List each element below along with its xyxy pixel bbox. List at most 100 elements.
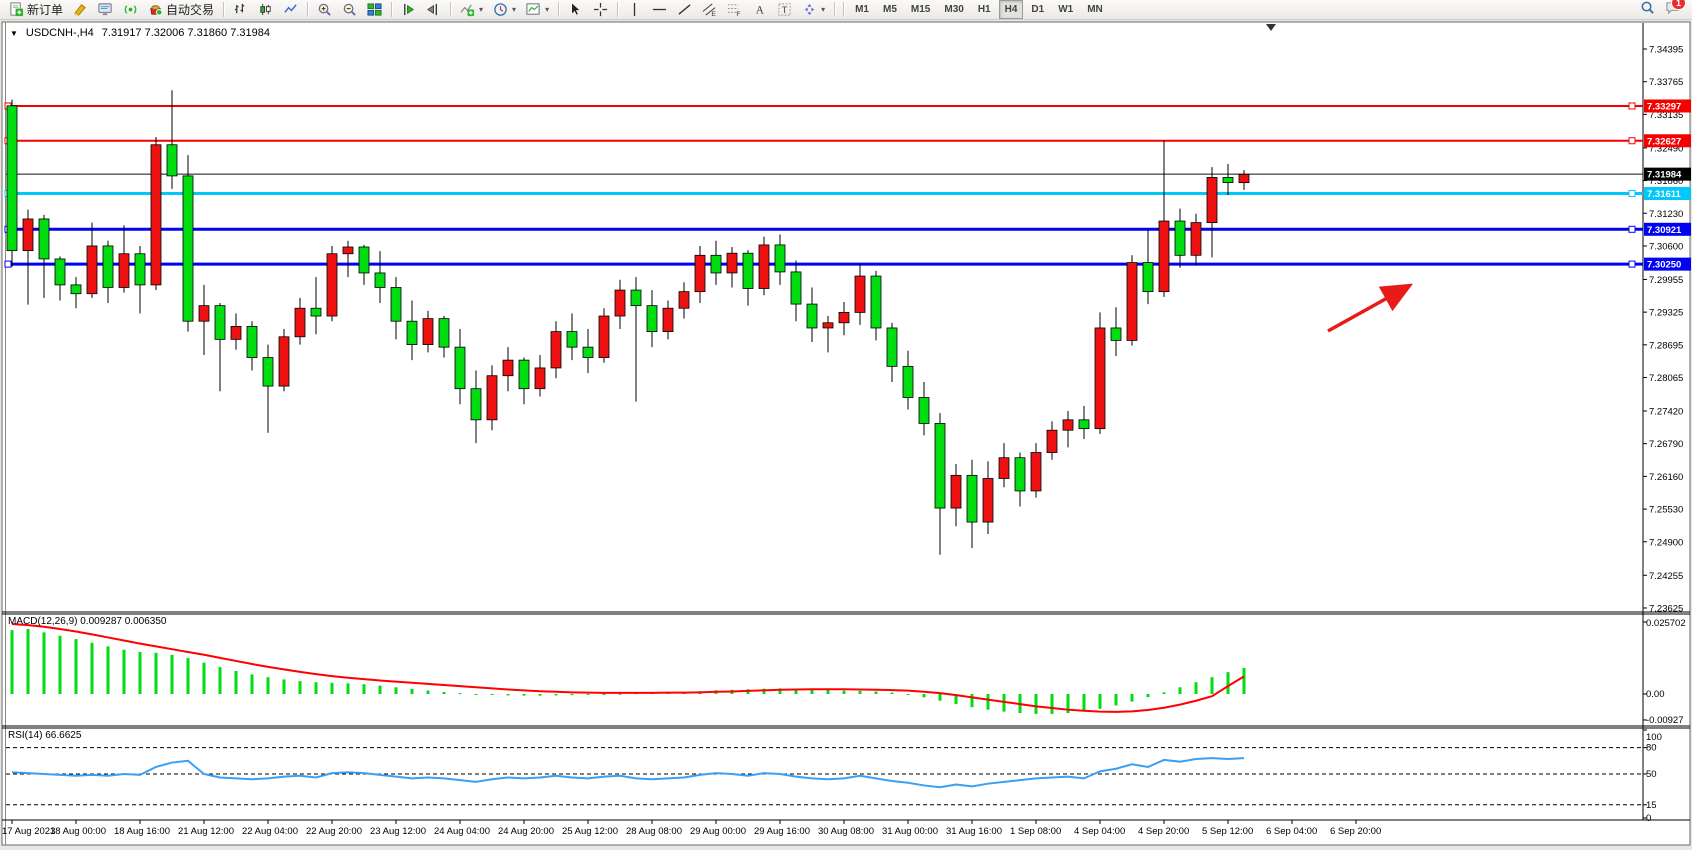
- candle[interactable]: [358, 246, 370, 274]
- vline-button[interactable]: [622, 0, 647, 20]
- candle[interactable]: [502, 359, 514, 377]
- candle[interactable]: [630, 289, 642, 307]
- candle[interactable]: [102, 245, 114, 288]
- candle[interactable]: [294, 307, 306, 338]
- text-button[interactable]: A: [747, 0, 772, 20]
- candle[interactable]: [262, 357, 274, 387]
- chevron-down-icon[interactable]: ▾: [512, 5, 517, 14]
- candle[interactable]: [566, 331, 578, 348]
- candle[interactable]: [454, 346, 466, 390]
- candle[interactable]: [6, 105, 18, 252]
- candle[interactable]: [150, 144, 162, 286]
- candle[interactable]: [774, 244, 786, 273]
- candle[interactable]: [662, 307, 674, 332]
- line-chart-button[interactable]: [278, 0, 303, 20]
- template-button[interactable]: ▾: [521, 0, 554, 20]
- candle[interactable]: [38, 218, 50, 260]
- hline-button[interactable]: [647, 0, 672, 20]
- candle[interactable]: [1062, 419, 1074, 431]
- candle[interactable]: [70, 284, 82, 295]
- candle[interactable]: [934, 423, 946, 509]
- auto-scroll-button[interactable]: [396, 0, 421, 20]
- trendline-button[interactable]: [672, 0, 697, 20]
- candle[interactable]: [1046, 429, 1058, 453]
- candle[interactable]: [1206, 177, 1218, 224]
- candle[interactable]: [422, 318, 434, 345]
- timeframe-button-m15[interactable]: M15: [910, 4, 931, 15]
- candle[interactable]: [22, 218, 34, 252]
- candle[interactable]: [390, 287, 402, 322]
- candle[interactable]: [678, 291, 690, 309]
- candle[interactable]: [806, 303, 818, 329]
- terminal-button[interactable]: [93, 0, 118, 20]
- candle[interactable]: [1126, 262, 1138, 341]
- candle[interactable]: [198, 305, 210, 322]
- channel-button[interactable]: E: [697, 0, 722, 20]
- signal-button[interactable]: [118, 0, 143, 20]
- candle[interactable]: [1078, 419, 1090, 430]
- candle[interactable]: [710, 254, 722, 274]
- candle[interactable]: [982, 478, 994, 523]
- candle[interactable]: [550, 331, 562, 369]
- search-icon[interactable]: [1640, 0, 1655, 20]
- timeframe-button-m1[interactable]: M1: [855, 4, 869, 15]
- autotrade-button[interactable]: 自动交易: [143, 0, 219, 20]
- candle[interactable]: [182, 175, 194, 322]
- candle[interactable]: [918, 397, 930, 424]
- candle[interactable]: [838, 311, 850, 324]
- timeframe-button-w1[interactable]: W1: [1058, 4, 1074, 15]
- timeframe-button-h4[interactable]: H4: [998, 0, 1024, 19]
- rsi-panel[interactable]: [6, 747, 1643, 806]
- line-anchor-handle[interactable]: [1628, 260, 1636, 268]
- candle[interactable]: [166, 144, 178, 177]
- fibo-button[interactable]: F: [722, 0, 747, 20]
- chart-shift-marker[interactable]: [1266, 24, 1276, 31]
- timeframe-button-h1[interactable]: H1: [977, 4, 991, 15]
- candle[interactable]: [854, 275, 866, 313]
- zoom-out-button[interactable]: [337, 0, 362, 20]
- shapes-button[interactable]: ▾: [797, 0, 830, 20]
- timeframe-button-mn[interactable]: MN: [1087, 4, 1103, 15]
- line-anchor-handle[interactable]: [4, 260, 12, 268]
- candle[interactable]: [1222, 177, 1234, 184]
- candle[interactable]: [214, 305, 226, 340]
- candle[interactable]: [1142, 262, 1154, 293]
- notifications-icon[interactable]: 1: [1665, 0, 1686, 20]
- new-order-button[interactable]: 新订单: [4, 0, 68, 20]
- chevron-down-icon[interactable]: ▾: [545, 5, 550, 14]
- bar-chart-button[interactable]: [228, 0, 253, 20]
- candle[interactable]: [246, 326, 258, 358]
- candle[interactable]: [742, 252, 754, 289]
- candle[interactable]: [326, 253, 338, 317]
- chevron-down-icon[interactable]: ▾: [479, 5, 484, 14]
- candle[interactable]: [406, 320, 418, 345]
- chart-shift-button[interactable]: [421, 0, 446, 20]
- candle[interactable]: [118, 253, 130, 288]
- candle[interactable]: [54, 258, 66, 286]
- line-anchor-handle[interactable]: [1628, 137, 1636, 145]
- chevron-down-icon[interactable]: ▾: [821, 5, 826, 14]
- zoom-in-button[interactable]: [312, 0, 337, 20]
- candle[interactable]: [86, 245, 98, 295]
- line-anchor-handle[interactable]: [1628, 102, 1636, 110]
- label-button[interactable]: T: [772, 0, 797, 20]
- candle[interactable]: [1030, 452, 1042, 492]
- candle[interactable]: [278, 336, 290, 387]
- candle[interactable]: [342, 246, 354, 255]
- highlighter-button[interactable]: [68, 0, 93, 20]
- candle[interactable]: [582, 346, 594, 358]
- line-anchor-handle[interactable]: [1628, 189, 1636, 197]
- symbol-dropdown-icon[interactable]: ▼: [10, 28, 18, 38]
- timeframe-button-m30[interactable]: M30: [944, 4, 964, 15]
- candle[interactable]: [470, 388, 482, 421]
- price-chart-canvas[interactable]: 7.34395 7.33765 7.33135 7.32490 7.31860 7.312…: [0, 21, 1692, 850]
- trend-arrow[interactable]: [1327, 283, 1414, 333]
- timeframe-button-m5[interactable]: M5: [883, 4, 897, 15]
- macd-panel[interactable]: [10, 622, 1246, 714]
- candle[interactable]: [694, 254, 706, 293]
- candle[interactable]: [726, 252, 738, 274]
- crosshair-button[interactable]: [588, 0, 613, 20]
- candle[interactable]: [790, 271, 802, 305]
- candle[interactable]: [646, 305, 658, 332]
